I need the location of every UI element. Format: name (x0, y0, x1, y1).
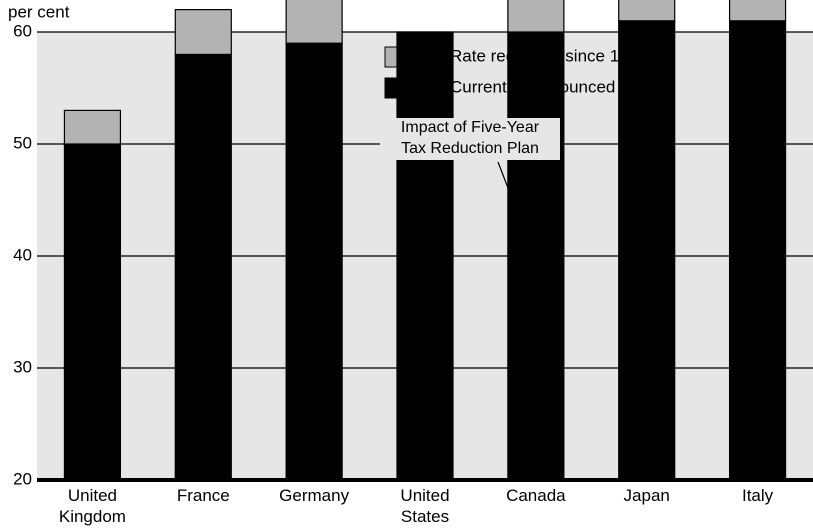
bar-segment (618, 20, 676, 481)
x-tick-label: United States (400, 486, 450, 526)
bar-segment (396, 31, 454, 481)
annotation-arrowhead (512, 205, 522, 222)
x-tick-label: France (176, 486, 230, 505)
bar-segment (728, 0, 787, 22)
y-tick-label: 50 (13, 133, 32, 152)
x-tick-label: Canada (506, 486, 566, 505)
bar-segment (618, 0, 676, 22)
bar-segment (507, 0, 565, 33)
y-tick-label: 30 (13, 357, 32, 376)
bar-segment (174, 8, 232, 55)
bar-segment (63, 143, 122, 481)
x-tick-label: Japan (623, 486, 670, 505)
x-tick-label: Germany (279, 486, 350, 505)
y-tick-label: 60 (13, 21, 32, 40)
x-tick-label: Italy (741, 486, 774, 505)
y-tick-label: 20 (13, 469, 32, 488)
bar-segment (285, 42, 343, 481)
x-tick-label: United Kingdom (58, 486, 126, 526)
bar-segment (507, 31, 565, 481)
bar-segment (63, 109, 122, 145)
bar-segment (285, 0, 343, 44)
annotation: Impact of Five-Year Tax Reduction Plan (400, 119, 540, 157)
y-tick-label: 40 (13, 245, 32, 264)
y-axis-label: per cent (8, 2, 70, 21)
bar-segment (728, 20, 787, 481)
annotation-background (380, 118, 560, 160)
annotation-arrow (497, 161, 519, 215)
bar-segment (174, 53, 232, 481)
